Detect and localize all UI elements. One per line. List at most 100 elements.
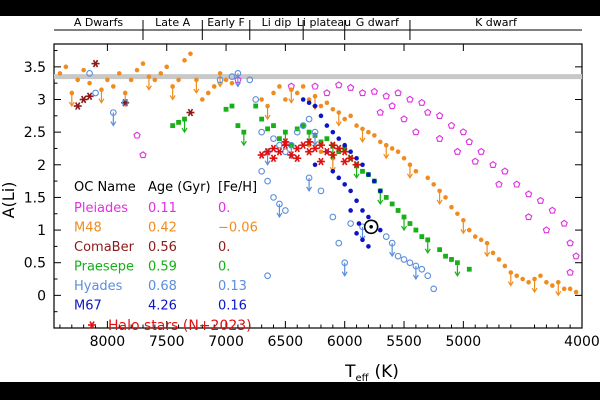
data-point: [228, 73, 236, 80]
asterisk-stroke: [86, 92, 93, 101]
data-point: [86, 70, 93, 77]
data-point: [389, 146, 395, 151]
data-point: [128, 77, 134, 83]
legend-feh: 0.: [218, 260, 230, 275]
limit-arrow: [359, 137, 366, 144]
sun-symbol: [363, 219, 379, 235]
data-point: [294, 90, 300, 96]
limit-arrow: [507, 281, 514, 287]
data-point: [372, 133, 377, 138]
data-point: [376, 108, 384, 116]
data-point: [524, 190, 533, 198]
asterisk-stroke: [187, 108, 194, 117]
limit-arrow: [341, 271, 348, 277]
data-point: [340, 157, 349, 166]
data-point: [394, 252, 402, 260]
data-point: [170, 123, 176, 129]
data-point: [324, 123, 330, 128]
y-tick-label: 3.5: [24, 60, 46, 76]
data-point: [282, 207, 289, 214]
data-point: [281, 138, 290, 146]
data-point: [164, 64, 170, 70]
limit-arrow: [424, 248, 431, 254]
data-point: [289, 87, 294, 93]
asterisk-stroke: [318, 141, 324, 150]
data-point: [382, 92, 390, 100]
data-point: [79, 95, 88, 104]
data-point: [334, 144, 343, 153]
data-point: [340, 147, 349, 156]
legend-name: M48: [74, 221, 102, 236]
data-point: [223, 106, 229, 112]
asterisk-stroke: [270, 154, 277, 163]
legend-halo-label: Halo stars (N+2023): [108, 318, 252, 334]
axes-frame: [53, 43, 583, 329]
data-point: [407, 221, 413, 226]
data-point: [186, 108, 195, 117]
upper-limit-point: [424, 237, 431, 254]
data-point: [176, 77, 181, 83]
data-point: [305, 147, 314, 156]
legend-header: [Fe/H]: [218, 180, 257, 195]
asterisk-stroke: [330, 151, 336, 159]
limit-arrow: [389, 251, 396, 258]
legend-feh: 0.16: [218, 299, 247, 314]
data-point: [395, 149, 401, 155]
data-point: [264, 177, 271, 185]
data-point: [265, 103, 270, 109]
data-point: [514, 273, 520, 279]
legend-name: Hyades: [74, 279, 123, 294]
region-label: Early F: [207, 16, 245, 29]
data-point: [299, 122, 307, 129]
data-point: [287, 151, 296, 159]
data-point: [275, 147, 284, 156]
limit-arrow: [401, 225, 408, 232]
data-point: [490, 250, 496, 256]
data-point: [111, 84, 116, 89]
data-point: [401, 155, 407, 161]
limit-arrow: [555, 290, 562, 297]
data-point: [211, 84, 217, 89]
data-point: [455, 211, 460, 217]
data-point: [330, 129, 336, 135]
data-layer: [54, 51, 582, 297]
x-tick-label: 4000: [564, 334, 600, 350]
data-point: [424, 108, 432, 116]
data-point: [318, 113, 324, 119]
upper-limit-point: [454, 260, 461, 277]
data-point: [229, 103, 235, 109]
data-point: [419, 234, 425, 239]
y-tick-label: 1.5: [24, 190, 46, 206]
upper-limit-point: [276, 200, 283, 219]
x-tick-label: 5000: [446, 334, 482, 350]
data-point: [57, 71, 63, 76]
limit-arrow: [460, 228, 467, 235]
limit-arrow: [193, 88, 200, 95]
data-point: [200, 97, 205, 102]
data-point: [352, 160, 361, 169]
data-point: [63, 64, 69, 70]
region-label: K dwarf: [475, 16, 518, 29]
data-point: [316, 141, 325, 150]
asterisk-stroke: [300, 141, 306, 150]
data-point: [116, 71, 122, 76]
data-point: [194, 77, 199, 83]
data-point: [520, 276, 525, 282]
data-point: [342, 142, 347, 148]
legend-header: Age (Gyr): [148, 180, 211, 195]
asterisk-stroke: [80, 95, 87, 104]
data-point: [435, 134, 444, 142]
limit-arrow: [276, 212, 283, 219]
asterisk-stroke: [276, 147, 283, 156]
data-point: [252, 96, 260, 103]
data-point: [306, 100, 312, 106]
data-point: [354, 231, 359, 236]
upper-limit-point: [305, 174, 313, 192]
limit-arrow: [383, 153, 390, 160]
data-point: [81, 67, 86, 73]
data-point: [75, 77, 81, 83]
data-point: [306, 97, 312, 102]
data-point: [550, 283, 555, 288]
data-point: [305, 115, 313, 123]
legend-age: 4.26: [148, 299, 177, 314]
